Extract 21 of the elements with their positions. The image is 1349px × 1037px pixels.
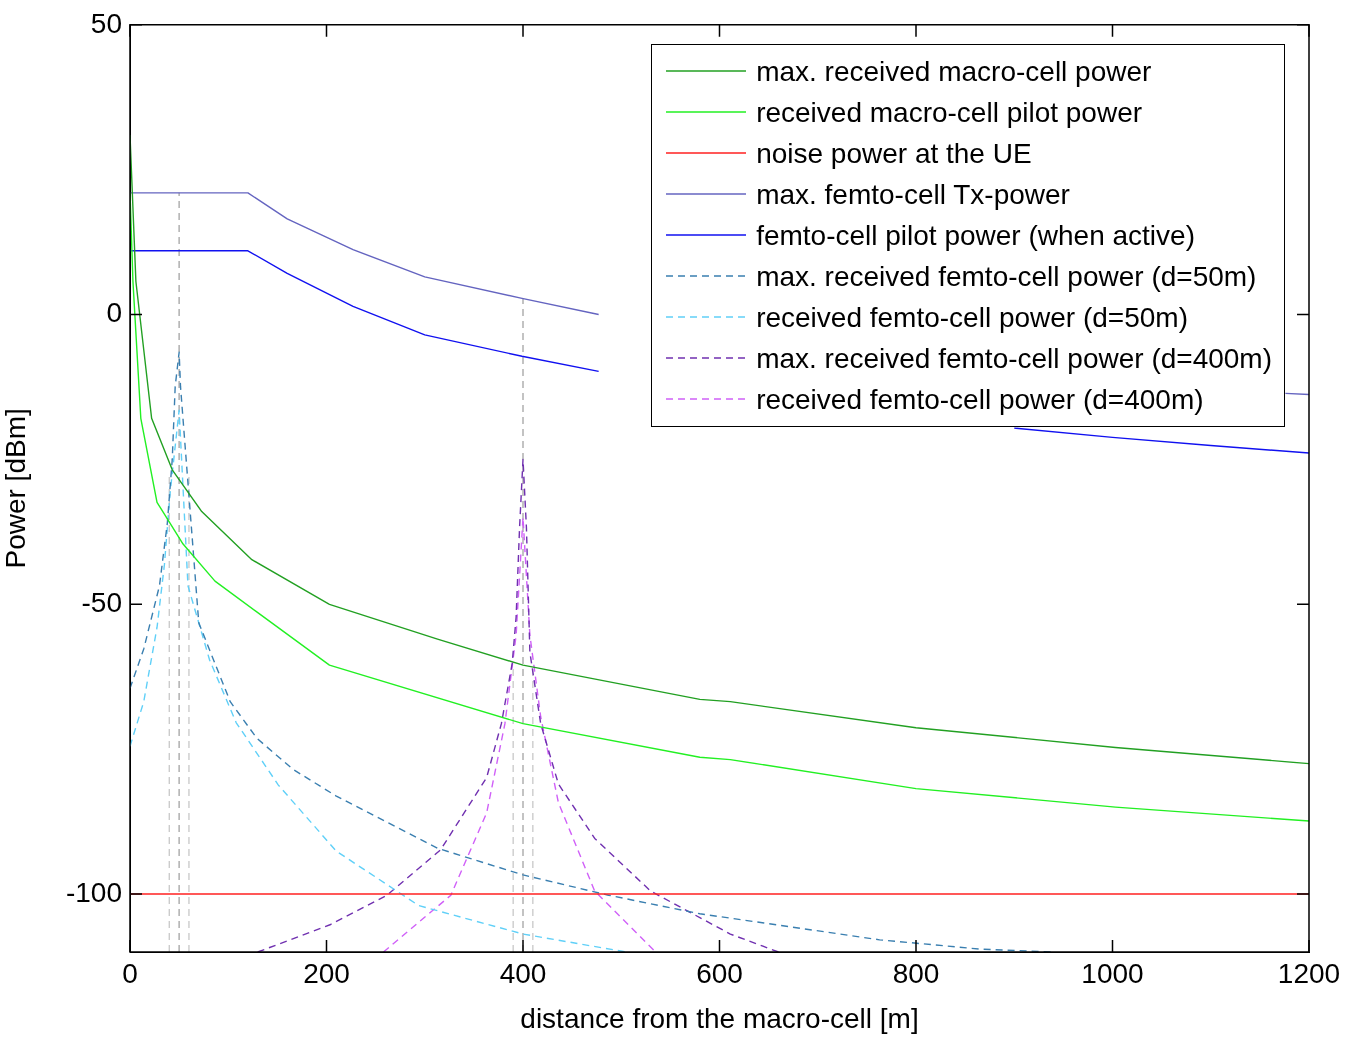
legend-label: received femto-cell power (d=50m) <box>756 300 1188 335</box>
legend-label: max. femto-cell Tx-power <box>756 177 1070 212</box>
legend-label: noise power at the UE <box>756 136 1032 171</box>
x-tick-label: 1200 <box>1277 957 1341 989</box>
y-tick-label: -100 <box>65 876 122 908</box>
legend-label: max. received femto-cell power (d=400m) <box>756 341 1272 376</box>
y-tick-label: 50 <box>90 7 122 39</box>
y-tick-label: -50 <box>81 587 122 619</box>
legend-label: max. received femto-cell power (d=50m) <box>756 259 1257 294</box>
y-axis-title: Power [dBm] <box>0 408 31 569</box>
legend-label: received femto-cell power (d=400m) <box>756 382 1204 417</box>
x-tick-label: 600 <box>696 957 743 989</box>
legend-label: max. received macro-cell power <box>756 54 1152 89</box>
x-tick-label: 400 <box>499 957 547 989</box>
y-tick-label: 0 <box>106 297 122 329</box>
legend-label: femto-cell pilot power (when active) <box>756 218 1195 253</box>
x-axis-title: distance from the macro-cell [m] <box>520 1002 919 1034</box>
x-tick-label: 800 <box>892 957 940 989</box>
legend-label: received macro-cell pilot power <box>756 95 1143 130</box>
x-tick-label: 200 <box>303 957 350 989</box>
x-tick-label: 1000 <box>1081 957 1144 989</box>
